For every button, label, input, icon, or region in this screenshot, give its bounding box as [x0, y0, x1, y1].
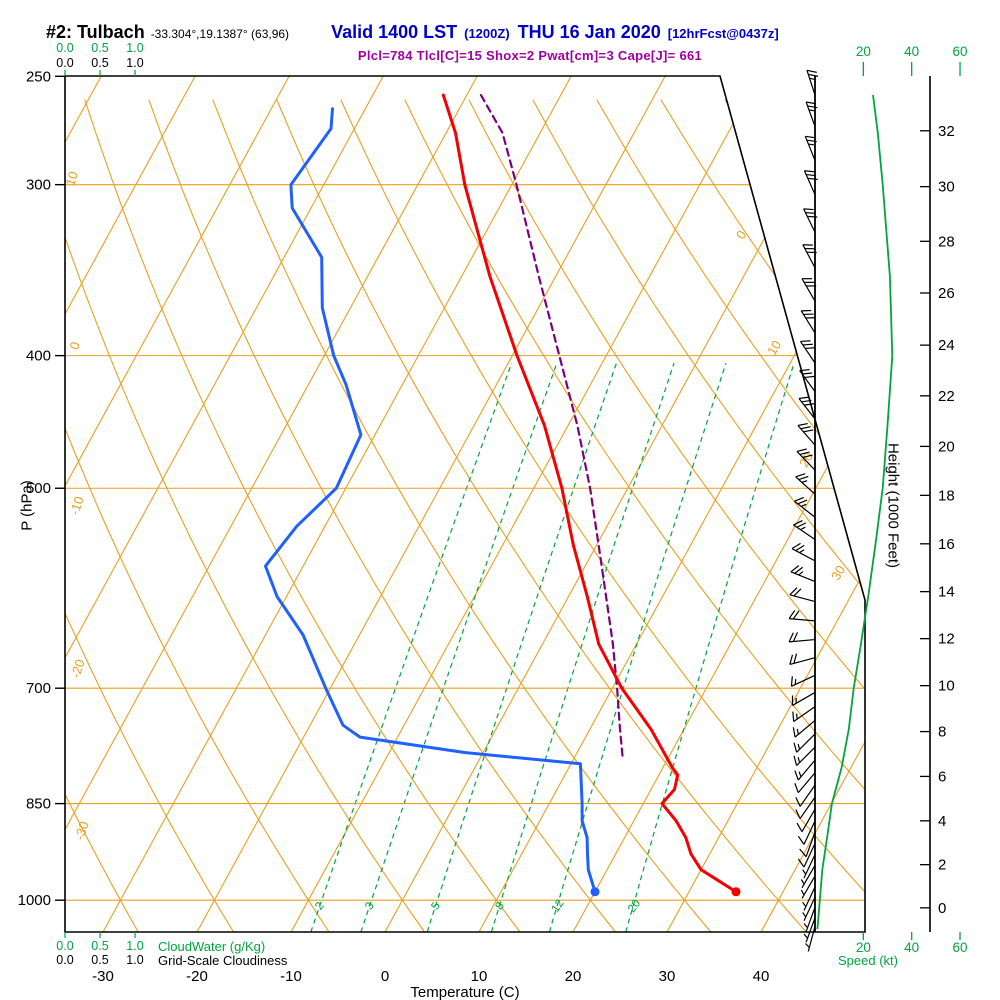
cloudwater-tick-label-top: 0.5 — [91, 41, 108, 55]
wind-barbs — [788, 69, 819, 952]
cloudiness-tick-label-bottom: 0.5 — [91, 953, 108, 967]
dry-adiabat-label: -20 — [68, 657, 88, 680]
temperature-tick-label: -20 — [186, 968, 208, 985]
pressure-tick-label: 400 — [26, 348, 51, 365]
cloudwater-tick-label-top: 1.0 — [126, 41, 143, 55]
surface-temperature-dot — [731, 887, 741, 897]
temperature-tick-label: 10 — [471, 968, 488, 985]
valid-zulu: (1200Z) — [464, 26, 510, 41]
pressure-tick-label: 300 — [26, 177, 51, 194]
height-tick-label: 26 — [938, 285, 955, 302]
temperature-tick-label: -10 — [280, 968, 302, 985]
dewpoint-curve — [264, 107, 597, 894]
cloudiness-tick-label-top: 0.0 — [56, 56, 73, 70]
pressure-gridlines — [65, 184, 865, 901]
cloudwater-tick-label-bottom: 0.0 — [56, 939, 73, 953]
station-id: #2: Tulbach — [46, 22, 145, 42]
height-tick-label: 20 — [938, 438, 955, 455]
plot-frame — [64, 75, 866, 933]
cloudiness-tick-label-bottom: 1.0 — [126, 953, 143, 967]
height-tick-label: 8 — [938, 724, 946, 741]
surface-dewpoint-dot — [590, 887, 600, 897]
isotherm-label: 0 — [733, 228, 750, 242]
height-tick-label: 24 — [938, 337, 955, 354]
pressure-tick-label: 250 — [26, 68, 51, 85]
temperature-tick-label: 0 — [381, 968, 389, 985]
height-tick-label: 4 — [938, 813, 946, 830]
dry-adiabats — [65, 99, 865, 932]
temperature-tick-label: 40 — [753, 968, 770, 985]
height-tick-label: 2 — [938, 857, 946, 874]
cloudiness-tick-label-top: 1.0 — [126, 56, 143, 70]
cloudwater-tick-label-bottom: 0.5 — [91, 939, 108, 953]
temperature-curve — [441, 93, 738, 894]
dry-adiabat-label: 0 — [66, 340, 83, 352]
forecast-info: [12hrFcst@0437z] — [667, 26, 779, 41]
height-tick-label: 30 — [938, 179, 955, 196]
dry-adiabat-label: -10 — [67, 494, 87, 517]
height-tick-label: 10 — [938, 678, 955, 695]
cloudwater-tick-label-bottom: 1.0 — [126, 939, 143, 953]
height-tick-label: 16 — [938, 536, 955, 553]
valid-time: Valid 1400 LST — [331, 22, 458, 42]
isotherm-label: 30 — [828, 563, 848, 583]
title-bar: #2: Tulbach -33.304°,19.1387° (63,96) Va… — [46, 22, 986, 43]
cloudwater-tick-label-top: 0.0 — [56, 41, 73, 55]
grid-lines — [65, 76, 865, 932]
speed-tick-label-top: 60 — [953, 44, 968, 59]
temperature-axis-title: Temperature (C) — [410, 984, 520, 1000]
speed-tick-label-bottom: 20 — [856, 940, 871, 955]
mixing-ratio-lines — [310, 362, 795, 932]
pressure-tick-label: 700 — [26, 680, 51, 697]
params-line: Plcl=784 Tlcl[C]=15 Shox=2 Pwat[cm]=3 Ca… — [357, 48, 703, 63]
station-coords: -33.304°,19.1387° (63,96) — [150, 27, 290, 41]
height-tick-label: 32 — [938, 123, 955, 140]
height-tick-label: 22 — [938, 388, 955, 405]
height-tick-label: 12 — [938, 631, 955, 648]
speed-tick-label-bottom: 60 — [953, 940, 968, 955]
temperature-tick-label: 20 — [565, 968, 582, 985]
height-tick-label: 28 — [938, 233, 955, 250]
temperature-tick-label: 30 — [659, 968, 676, 985]
temperature-tick-label: -30 — [92, 968, 114, 985]
height-tick-label: 6 — [938, 768, 946, 785]
height-tick-label: 14 — [938, 584, 955, 601]
pressure-tick-label: 500 — [26, 480, 51, 497]
dry-adiabat-label: 10 — [62, 169, 81, 187]
cloudiness-tick-label-top: 0.5 — [91, 56, 108, 70]
speed-tick-label-top: 20 — [856, 44, 871, 59]
cloudwater-axis-title: CloudWater (g/Kg) — [158, 939, 266, 954]
valid-date: THU 16 Jan 2020 — [517, 22, 661, 42]
mixing-ratio-label: 3 — [363, 900, 377, 912]
speed-tick-label-top: 40 — [904, 44, 919, 59]
speed-axis-title: Speed (kt) — [838, 953, 898, 968]
isotherm-label: 10 — [764, 338, 784, 358]
pressure-tick-label: 850 — [26, 796, 51, 813]
speed-tick-label-bottom: 40 — [904, 940, 919, 955]
cloudiness-axis-title: Grid-Scale Cloudiness — [158, 953, 288, 968]
parcel-curve — [479, 93, 624, 757]
height-tick-label: 0 — [938, 900, 946, 917]
cloudiness-tick-label-bottom: 0.0 — [56, 953, 73, 967]
height-tick-label: 18 — [938, 487, 955, 504]
pressure-tick-label: 1000 — [18, 892, 51, 909]
height-axis-title: Height (1000 Feet) — [884, 442, 902, 569]
pressure-axis-title: P (hPa) — [18, 480, 36, 531]
wind-speed-curve — [816, 94, 894, 930]
dry-adiabat-label: -30 — [72, 819, 92, 842]
